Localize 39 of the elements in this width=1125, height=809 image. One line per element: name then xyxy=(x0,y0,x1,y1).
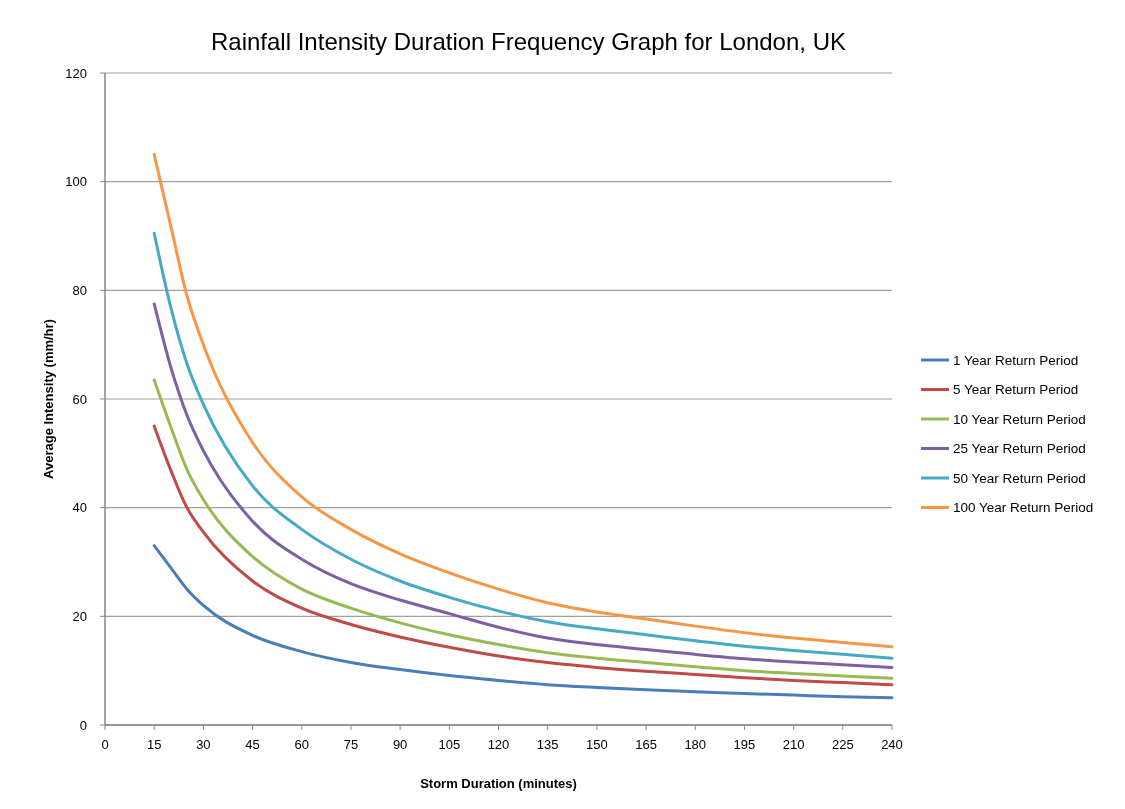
line-series xyxy=(152,153,894,649)
line-series xyxy=(152,424,894,687)
y-tick-label: 60 xyxy=(72,391,87,407)
x-tick-label: 180 xyxy=(684,737,707,752)
x-tick-label: 60 xyxy=(294,737,309,752)
legend-label: 1 Year Return Period xyxy=(953,352,1079,368)
x-tick-label: 165 xyxy=(635,737,657,752)
x-tick-label: 75 xyxy=(343,737,359,752)
x-tick-label: 90 xyxy=(392,737,408,752)
y-axis-title: Average Intensity (mm/hr) xyxy=(41,319,56,479)
legend-label: 10 Year Return Period xyxy=(953,411,1086,427)
x-tick-label: 30 xyxy=(196,737,211,752)
x-tick-label: 120 xyxy=(487,737,510,752)
y-tick-label: 0 xyxy=(79,717,87,733)
x-tick-label: 240 xyxy=(881,737,903,752)
x-tick-label: 15 xyxy=(146,737,162,752)
x-axis-title: Storm Duration (minutes) xyxy=(420,776,577,791)
x-tick-label: 45 xyxy=(245,737,260,752)
x-tick-label: 135 xyxy=(536,737,559,752)
line-series xyxy=(152,378,894,680)
y-tick-label: 40 xyxy=(72,500,87,516)
line-series xyxy=(152,302,894,669)
y-tick-label: 80 xyxy=(72,282,87,298)
x-tick-label: 105 xyxy=(438,737,461,752)
x-tick-label: 210 xyxy=(782,737,805,752)
x-tick-label: 195 xyxy=(733,737,756,752)
line-series xyxy=(152,544,894,700)
line-series xyxy=(152,231,894,660)
y-tick-label: 120 xyxy=(65,65,87,81)
chart-title: Rainfall Intensity Duration Frequency Graph for London, UK xyxy=(210,28,847,55)
x-tick-label: 150 xyxy=(586,737,608,752)
legend-label: 50 Year Return Period xyxy=(953,470,1086,486)
legend-label: 5 Year Return Period xyxy=(953,382,1079,398)
x-tick-label: 225 xyxy=(831,737,854,752)
x-tick-label: 0 xyxy=(101,737,109,752)
legend-label: 25 Year Return Period xyxy=(953,441,1086,457)
y-tick-label: 100 xyxy=(65,174,87,190)
y-tick-label: 20 xyxy=(72,608,87,624)
legend-label: 100 Year Return Period xyxy=(953,500,1094,516)
